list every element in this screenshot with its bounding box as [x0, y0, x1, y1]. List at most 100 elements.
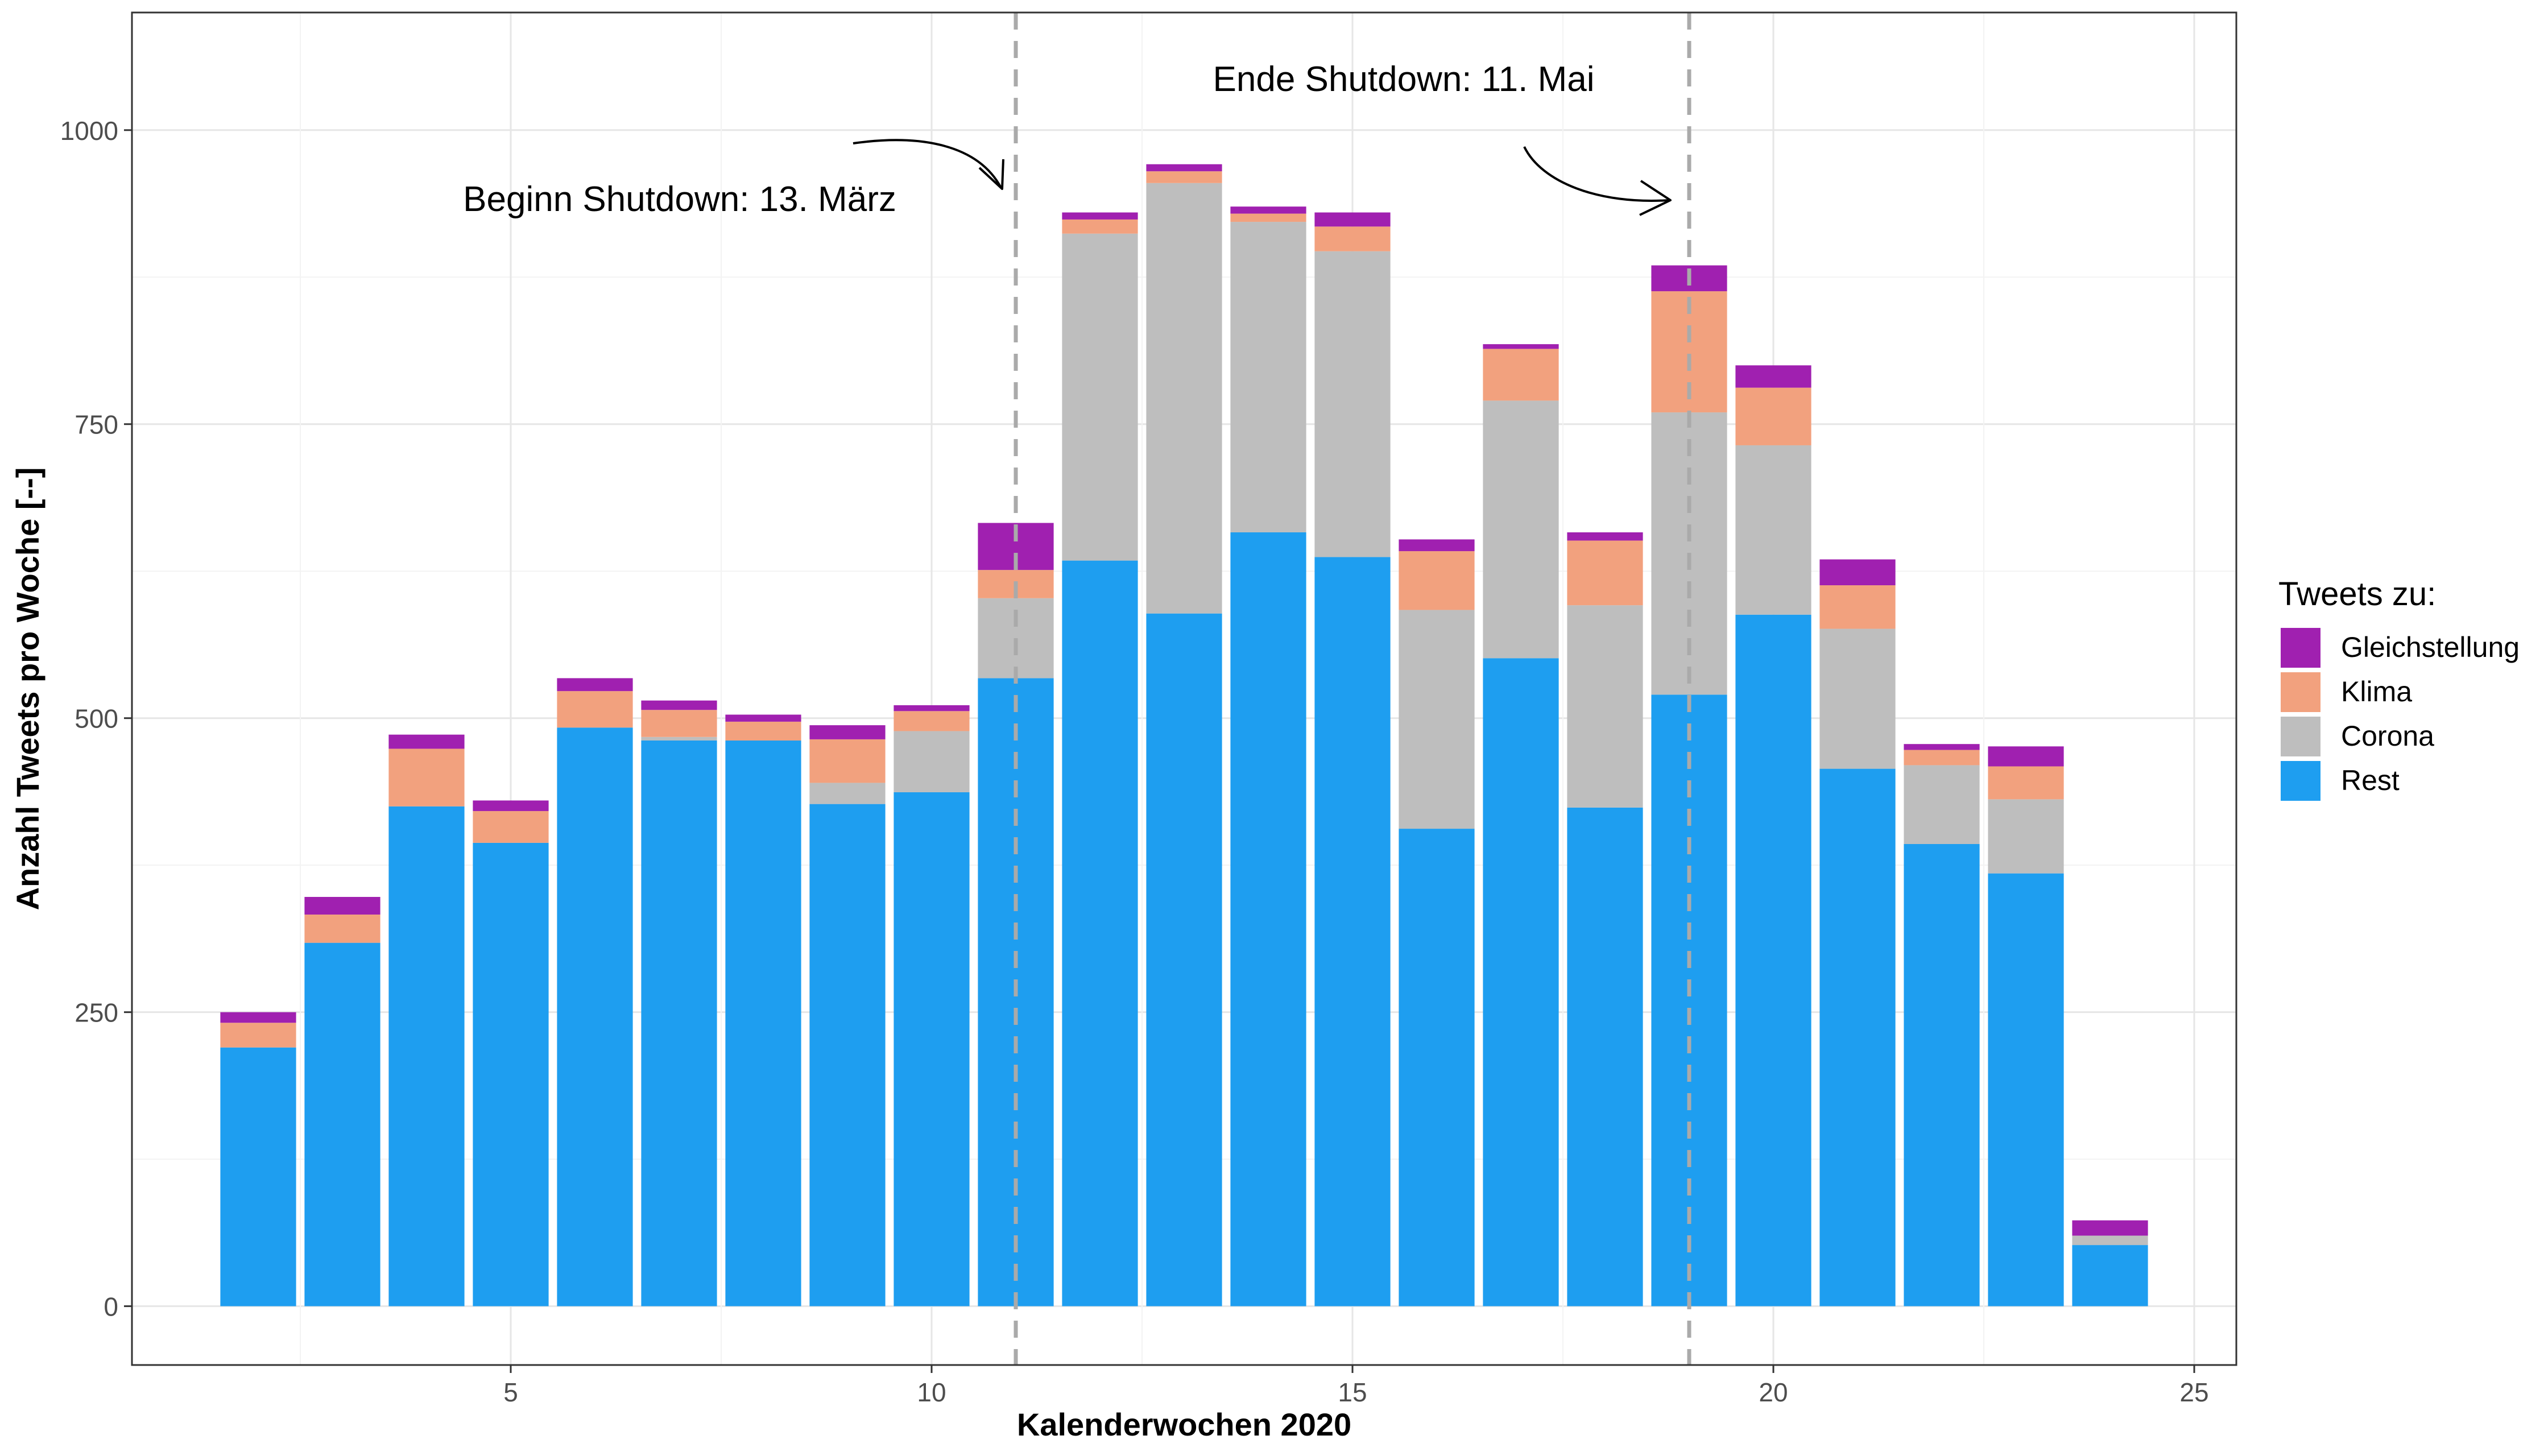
x-tick-label: 15 [1338, 1378, 1367, 1407]
y-tick-label: 250 [75, 998, 118, 1028]
legend-title: Tweets zu: [2278, 576, 2436, 613]
bar-gleichstellung-kw14 [1230, 206, 1306, 214]
bar-gleichstellung-kw20 [1735, 365, 1811, 388]
axes: 0 250 500 750 1000 5 10 15 20 25 [60, 116, 2209, 1407]
bar-gleichstellung-kw16 [1399, 539, 1475, 552]
bar-klima-kw17 [1483, 349, 1559, 401]
bar-rest-kw15 [1314, 557, 1391, 1306]
bar-rest-kw23 [1988, 873, 2064, 1306]
bar-gleichstellung-kw7 [641, 700, 717, 710]
bar-klima-kw10 [894, 711, 970, 731]
bar-klima-kw23 [1988, 766, 2064, 800]
bar-corona-kw14 [1230, 222, 1306, 532]
bar-klima-kw20 [1735, 387, 1811, 445]
bar-gleichstellung-kw4 [388, 734, 465, 749]
bar-gleichstellung-kw21 [1819, 559, 1896, 586]
bar-rest-kw8 [725, 740, 801, 1306]
bar-klima-kw4 [388, 748, 465, 806]
bar-klima-kw3 [304, 915, 380, 943]
bar-corona-kw13 [1146, 183, 1222, 614]
bar-gleichstellung-kw10 [894, 705, 970, 712]
bar-corona-kw23 [1988, 799, 2064, 874]
annotation-arrowhead-beginn [978, 159, 1004, 190]
bar-rest-kw7 [641, 740, 717, 1306]
bar-klima-kw14 [1230, 213, 1306, 222]
bar-rest-kw5 [473, 842, 549, 1306]
bar-klima-kw16 [1399, 551, 1475, 610]
bar-rest-kw24 [2072, 1245, 2148, 1306]
bar-rest-kw2 [220, 1047, 296, 1306]
bar-gleichstellung-kw3 [304, 897, 380, 915]
bar-rest-kw16 [1399, 829, 1475, 1306]
bar-gleichstellung-kw6 [557, 678, 633, 692]
legend-label-corona: Corona [2341, 720, 2434, 752]
bar-gleichstellung-kw13 [1146, 164, 1222, 172]
legend-swatch-gleichstellung [2281, 628, 2320, 668]
bar-gleichstellung-kw24 [2072, 1220, 2148, 1236]
bars [220, 164, 2148, 1306]
bar-rest-kw14 [1230, 532, 1306, 1306]
bar-gleichstellung-kw2 [220, 1012, 296, 1023]
bar-rest-kw21 [1819, 768, 1896, 1306]
x-tick-label: 5 [503, 1378, 518, 1407]
bar-rest-kw17 [1483, 658, 1559, 1306]
bar-klima-kw6 [557, 691, 633, 728]
x-axis-title: Kalenderwochen 2020 [1017, 1407, 1351, 1442]
bar-klima-kw15 [1314, 226, 1391, 251]
bar-corona-kw18 [1567, 605, 1643, 808]
bar-gleichstellung-kw15 [1314, 212, 1391, 227]
bar-rest-kw22 [1904, 843, 1980, 1306]
y-tick-label: 750 [75, 410, 118, 440]
bar-corona-kw7 [641, 737, 717, 741]
bar-gleichstellung-kw22 [1904, 744, 1980, 750]
bar-klima-kw12 [1062, 219, 1138, 234]
annotation-ende-shutdown: Ende Shutdown: 11. Mai [1213, 60, 1595, 99]
y-axis-title: Anzahl Tweets pro Woche [--] [10, 468, 46, 911]
bar-rest-kw9 [809, 804, 886, 1306]
bar-corona-kw15 [1314, 251, 1391, 557]
bar-gleichstellung-kw12 [1062, 212, 1138, 220]
annotations: Beginn Shutdown: 13. März Ende Shutdown:… [463, 60, 1672, 219]
y-tick-label: 1000 [60, 116, 118, 146]
legend-label-klima: Klima [2341, 676, 2412, 708]
plot-panel-border [131, 11, 2237, 1366]
bar-corona-kw12 [1062, 233, 1138, 561]
bar-rest-kw3 [304, 942, 380, 1306]
bar-corona-kw17 [1483, 400, 1559, 659]
annotation-arrow-beginn [853, 139, 1002, 188]
legend: Tweets zu: Gleichstellung Klima Corona Rest [2278, 576, 2520, 801]
bar-corona-kw20 [1735, 445, 1811, 615]
bar-rest-kw10 [894, 792, 970, 1306]
bar-gleichstellung-kw17 [1483, 344, 1559, 349]
bar-klima-kw7 [641, 710, 717, 737]
x-tick-label: 10 [917, 1378, 946, 1407]
y-tick-label: 500 [75, 704, 118, 734]
bar-klima-kw22 [1904, 750, 1980, 766]
bar-corona-kw16 [1399, 610, 1475, 829]
y-tick-label: 0 [104, 1292, 118, 1322]
bar-klima-kw9 [809, 739, 886, 783]
bar-klima-kw2 [220, 1023, 296, 1048]
bar-rest-kw12 [1062, 560, 1138, 1306]
bar-rest-kw6 [557, 727, 633, 1306]
legend-swatch-klima [2281, 672, 2320, 712]
bar-klima-kw18 [1567, 540, 1643, 606]
bar-corona-kw10 [894, 731, 970, 792]
x-tick-label: 20 [1759, 1378, 1788, 1407]
bar-klima-kw21 [1819, 585, 1896, 629]
bar-gleichstellung-kw9 [809, 725, 886, 739]
bar-rest-kw20 [1735, 614, 1811, 1306]
bar-klima-kw13 [1146, 171, 1222, 183]
bar-rest-kw4 [388, 806, 465, 1306]
annotation-arrowhead-ende [1639, 180, 1672, 216]
x-tick-label: 25 [2179, 1378, 2208, 1407]
bar-corona-kw22 [1904, 765, 1980, 844]
legend-label-rest: Rest [2341, 764, 2400, 796]
bar-gleichstellung-kw18 [1567, 532, 1643, 541]
annotation-beginn-shutdown: Beginn Shutdown: 13. März [463, 180, 896, 219]
bar-corona-kw24 [2072, 1235, 2148, 1246]
bar-rest-kw13 [1146, 613, 1222, 1306]
legend-label-gleichstellung: Gleichstellung [2341, 631, 2520, 663]
bar-gleichstellung-kw5 [473, 800, 549, 812]
